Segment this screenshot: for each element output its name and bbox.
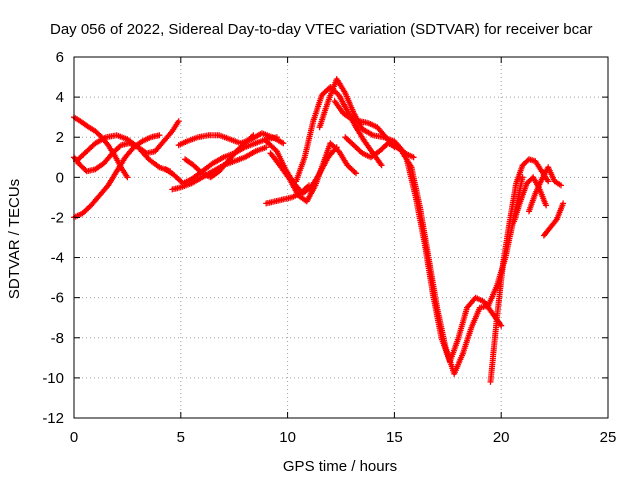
satellite-track-17	[404, 158, 505, 365]
satellite-track-21-markers	[540, 200, 567, 239]
satellite-track-8-markers	[182, 132, 257, 181]
y-tick-label: -10	[42, 370, 64, 387]
y-tick-label: 0	[56, 169, 64, 186]
y-tick-label: -4	[51, 250, 64, 267]
y-tick-label: -6	[51, 290, 64, 307]
satellite-track-11	[263, 182, 312, 207]
y-tick-label: 4	[56, 89, 64, 106]
x-tick-label: 5	[177, 429, 185, 446]
satellite-track-8	[182, 132, 257, 181]
x-axis-label: GPS time / hours	[283, 458, 397, 475]
satellite-track-20-markers	[526, 164, 564, 215]
chart-title: Day 056 of 2022, Sidereal Day-to-day VTE…	[50, 21, 592, 38]
y-tick-label: 2	[56, 129, 64, 146]
satellite-track-13	[316, 76, 409, 157]
satellite-track-12	[293, 84, 385, 185]
y-axis-label: SDTVAR / TECUs	[6, 179, 23, 299]
satellite-track-10	[267, 140, 359, 205]
grid	[74, 57, 608, 418]
y-tick-label: 6	[56, 49, 64, 66]
x-tick-label: 0	[70, 429, 78, 446]
axis-ticks: 0 5 10 15 20 25 -12 -10 -8 -6 -4 -2 0 2 4 6	[42, 49, 616, 446]
y-tick-label: -8	[51, 330, 64, 347]
x-tick-label: 10	[279, 429, 296, 446]
satellite-track-16	[399, 150, 526, 377]
satellite-track-20	[526, 164, 564, 215]
satellite-track-2	[71, 132, 163, 221]
x-tick-label: 25	[600, 429, 617, 446]
satellite-track-13-markers	[316, 76, 409, 157]
satellite-track-4-markers	[73, 132, 174, 175]
satellite-track-4	[73, 132, 174, 175]
satellite-track-11-markers	[263, 182, 312, 207]
satellite-track-21	[540, 200, 567, 239]
plot-frame	[73, 56, 609, 419]
satellite-track-10-markers	[267, 140, 359, 205]
satellite-track-18-markers	[487, 156, 552, 385]
x-tick-label: 20	[493, 429, 510, 446]
satellite-track-18	[487, 156, 552, 385]
satellite-track-12-markers	[293, 84, 385, 185]
satellite-track-2-markers	[71, 132, 163, 221]
data-series	[71, 76, 567, 385]
y-tick-label: -2	[51, 209, 64, 226]
satellite-track-17-markers	[404, 158, 505, 365]
x-tick-label: 15	[386, 429, 403, 446]
y-tick-label: -12	[42, 410, 64, 427]
satellite-track-16-markers	[399, 150, 526, 377]
